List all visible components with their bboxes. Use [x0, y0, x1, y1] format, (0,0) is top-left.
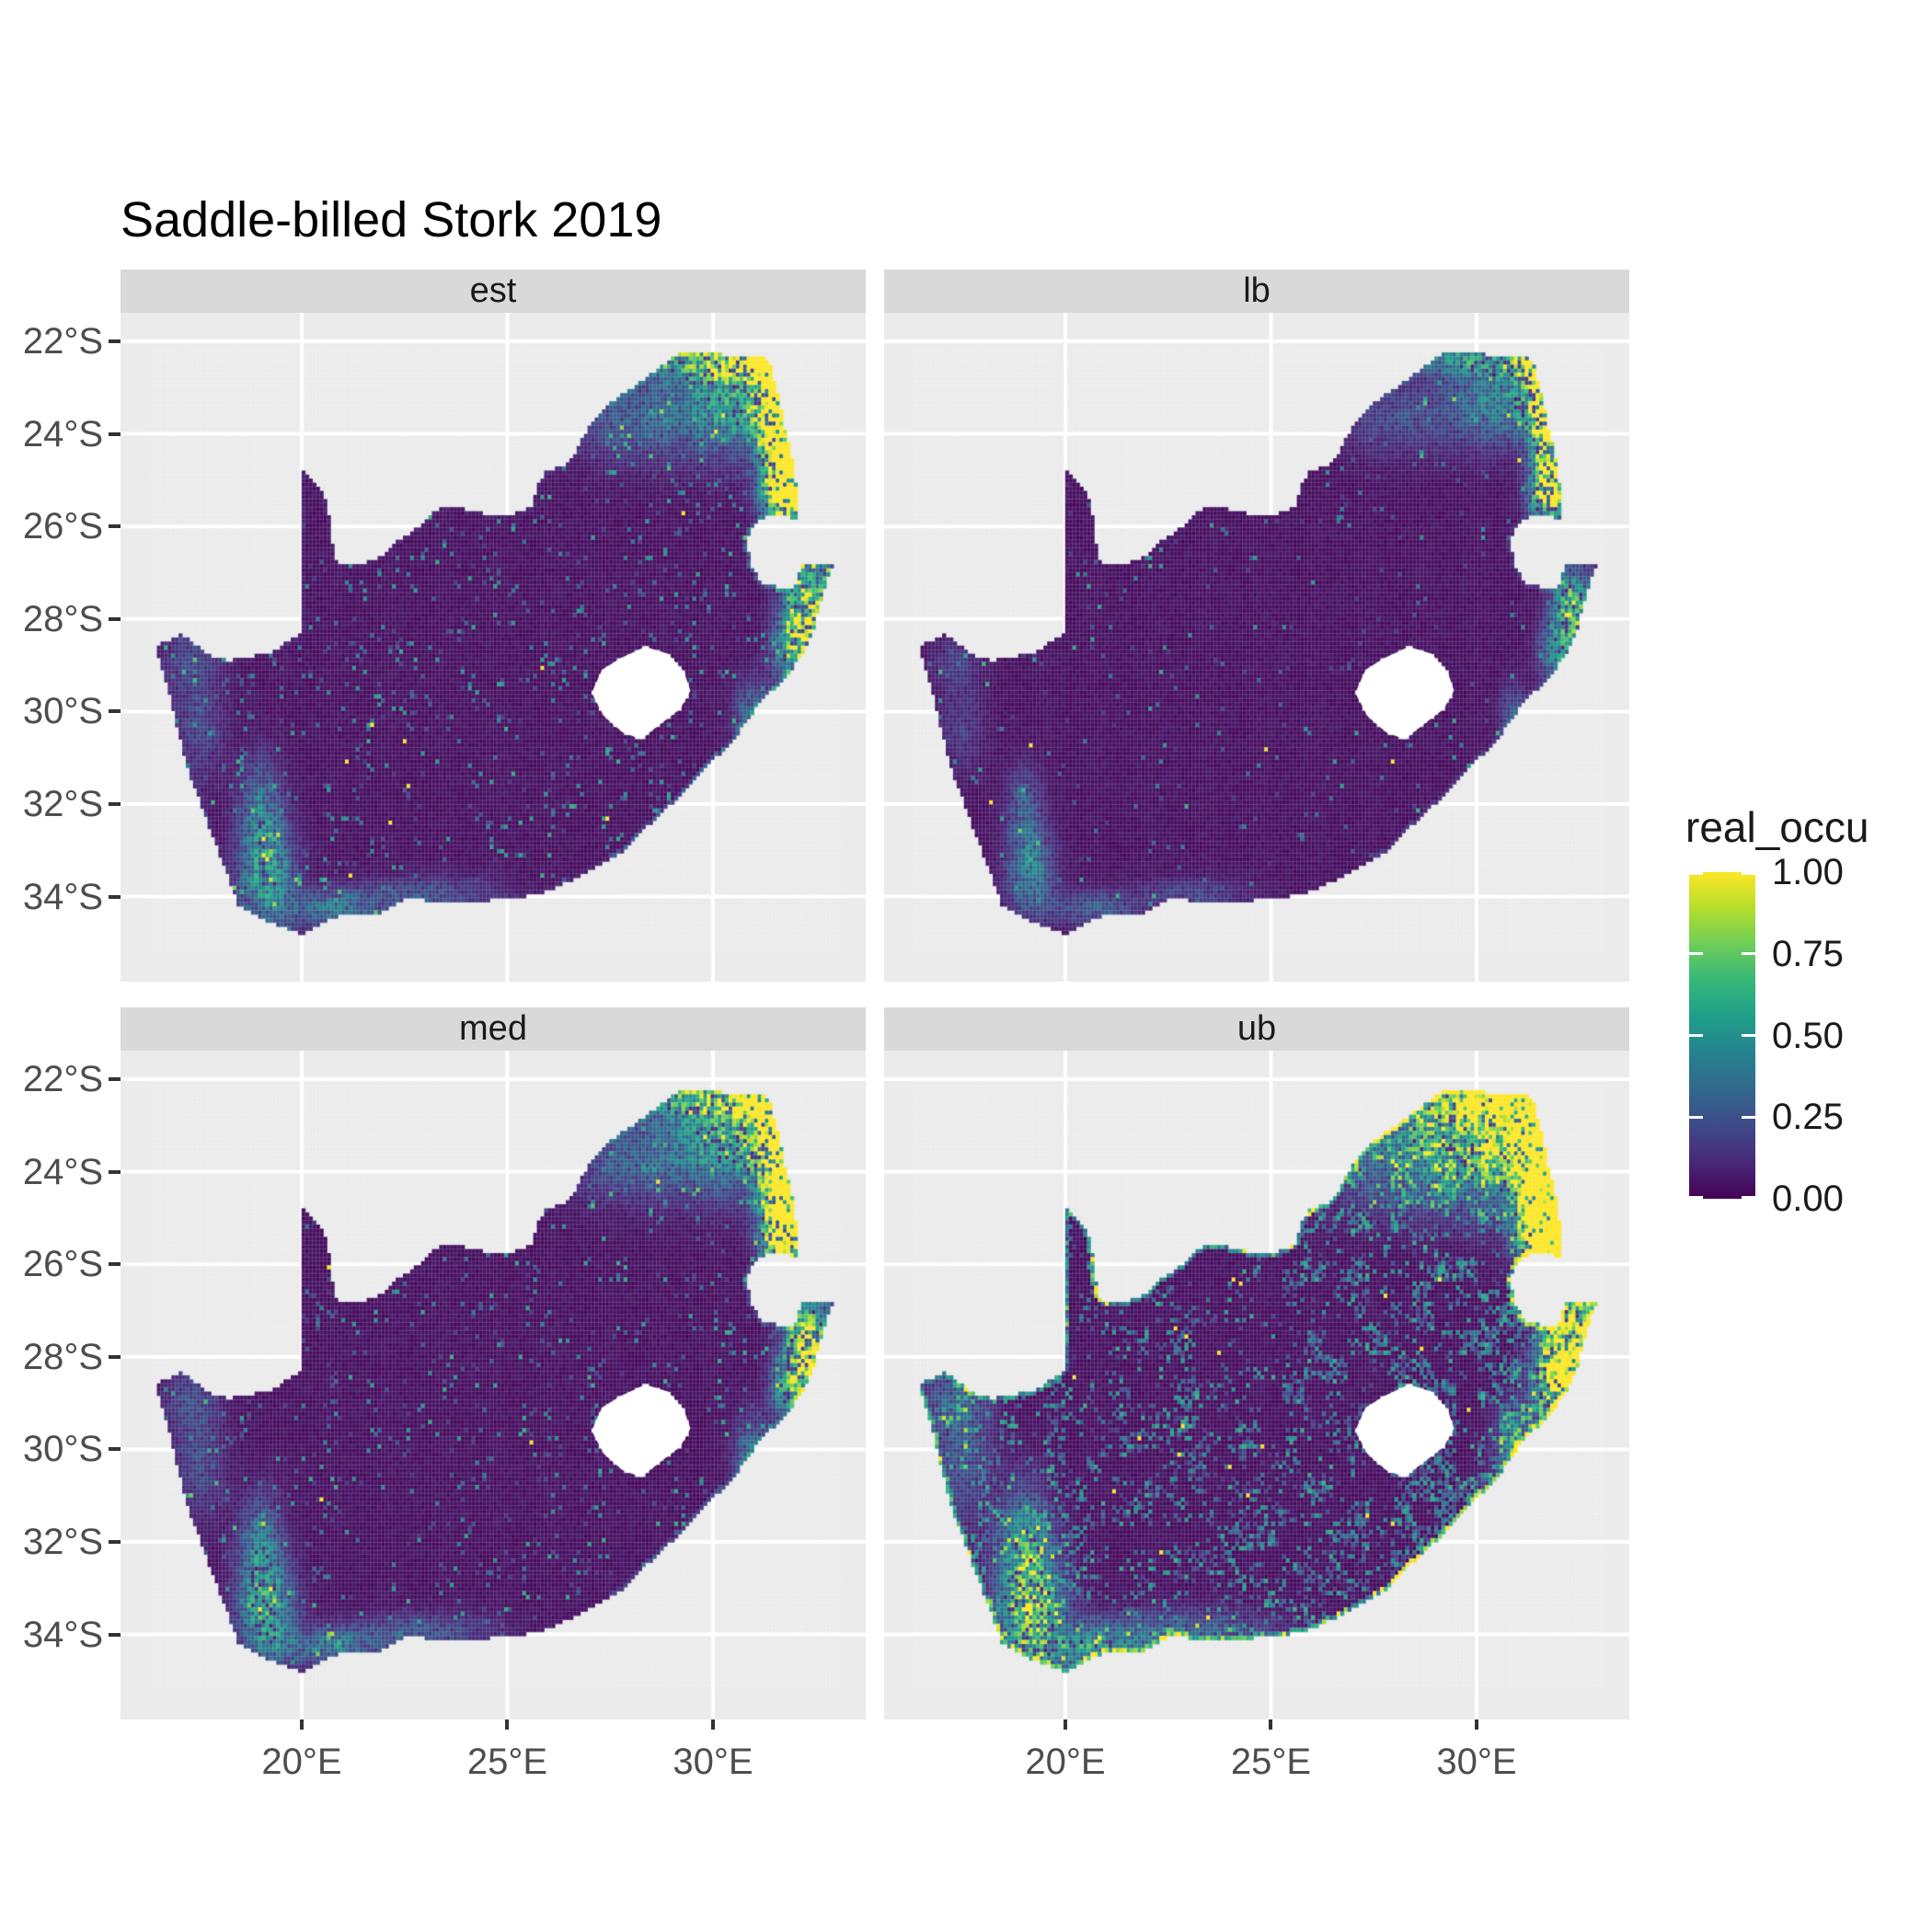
y-axis-tick: [109, 431, 121, 436]
legend-tick: [1742, 952, 1755, 956]
y-axis-tick: [109, 1169, 121, 1174]
y-axis-tick: [109, 1354, 121, 1359]
facet-label-lb: lb: [1243, 271, 1271, 310]
facet-strip-lb: lb: [884, 270, 1629, 313]
x-axis-tick-label: 20°E: [1025, 1742, 1106, 1782]
y-axis-tick-label: 32°S: [22, 1521, 103, 1562]
y-axis-tick: [109, 1076, 121, 1081]
y-axis-tick: [109, 339, 121, 343]
y-axis-tick-label: 28°S: [22, 598, 103, 639]
x-axis-tick: [505, 1719, 510, 1730]
x-axis-tick: [1063, 1719, 1067, 1730]
y-axis-tick-label: 28°S: [22, 1336, 103, 1377]
legend-tick: [1742, 1115, 1755, 1119]
legend-label: 0.50: [1772, 1015, 1844, 1056]
y-axis-tick-label: 30°S: [22, 691, 103, 732]
y-axis-tick-label: 30°S: [22, 1429, 103, 1470]
y-axis-tick-label: 34°S: [22, 876, 103, 917]
y-axis-tick: [109, 801, 121, 806]
y-axis-tick-label: 26°S: [22, 506, 103, 547]
legend-tick: [1742, 872, 1755, 875]
facet-strip-ub: ub: [884, 1007, 1629, 1051]
facet-label-med: med: [459, 1009, 527, 1048]
facet-label-est: est: [469, 271, 517, 310]
y-axis-tick-label: 22°S: [22, 1058, 103, 1099]
legend-label: 0.75: [1772, 933, 1844, 974]
x-axis-tick-label: 30°E: [1436, 1742, 1517, 1782]
legend-tick: [1689, 872, 1703, 875]
y-axis-tick: [109, 709, 121, 714]
x-axis-tick: [1474, 1719, 1478, 1730]
map-panel-lb: [884, 313, 1629, 982]
x-axis-tick: [710, 1719, 715, 1730]
map-panel-ub: [884, 1051, 1629, 1719]
y-axis-tick-label: 32°S: [22, 783, 103, 824]
legend-tick: [1689, 1196, 1703, 1199]
legend-tick: [1742, 1196, 1755, 1199]
y-axis-tick-label: 22°S: [22, 320, 103, 362]
legend-tick: [1689, 952, 1703, 956]
x-axis-tick-label: 25°E: [466, 1742, 548, 1782]
y-axis-tick: [109, 1262, 121, 1267]
facet-strip-med: med: [121, 1007, 866, 1051]
x-axis-tick: [299, 1719, 304, 1730]
legend-label: 0.25: [1772, 1097, 1844, 1138]
facet-strip-est: est: [121, 270, 866, 313]
y-axis-tick-label: 34°S: [22, 1614, 103, 1655]
x-axis-tick-label: 25°E: [1230, 1742, 1312, 1782]
x-axis-tick: [1269, 1719, 1273, 1730]
legend-tick: [1689, 1034, 1703, 1037]
x-axis-tick-label: 30°E: [673, 1742, 753, 1782]
y-axis-tick: [109, 524, 121, 529]
legend-tick: [1689, 1115, 1703, 1119]
facet-label-ub: ub: [1236, 1009, 1277, 1048]
y-axis-tick: [109, 1447, 121, 1452]
map-panel-med: [121, 1051, 866, 1719]
legend-title: real_occu: [1685, 803, 1869, 851]
legend-label: 1.00: [1772, 852, 1844, 892]
y-axis-tick: [109, 1632, 121, 1637]
legend-label: 0.00: [1772, 1179, 1844, 1219]
y-axis-tick: [109, 616, 121, 621]
y-axis-tick-label: 24°S: [22, 413, 103, 454]
y-axis-tick: [109, 1539, 121, 1544]
map-panel-est: [121, 313, 866, 982]
legend-tick: [1742, 1034, 1755, 1037]
y-axis-tick-label: 24°S: [22, 1151, 103, 1192]
y-axis-tick-label: 26°S: [22, 1244, 103, 1285]
legend-colorbar: [1689, 872, 1755, 1199]
plot-title: Saddle-billed Stork 2019: [121, 192, 662, 247]
x-axis-tick-label: 20°E: [261, 1742, 342, 1782]
y-axis-tick: [109, 894, 121, 899]
